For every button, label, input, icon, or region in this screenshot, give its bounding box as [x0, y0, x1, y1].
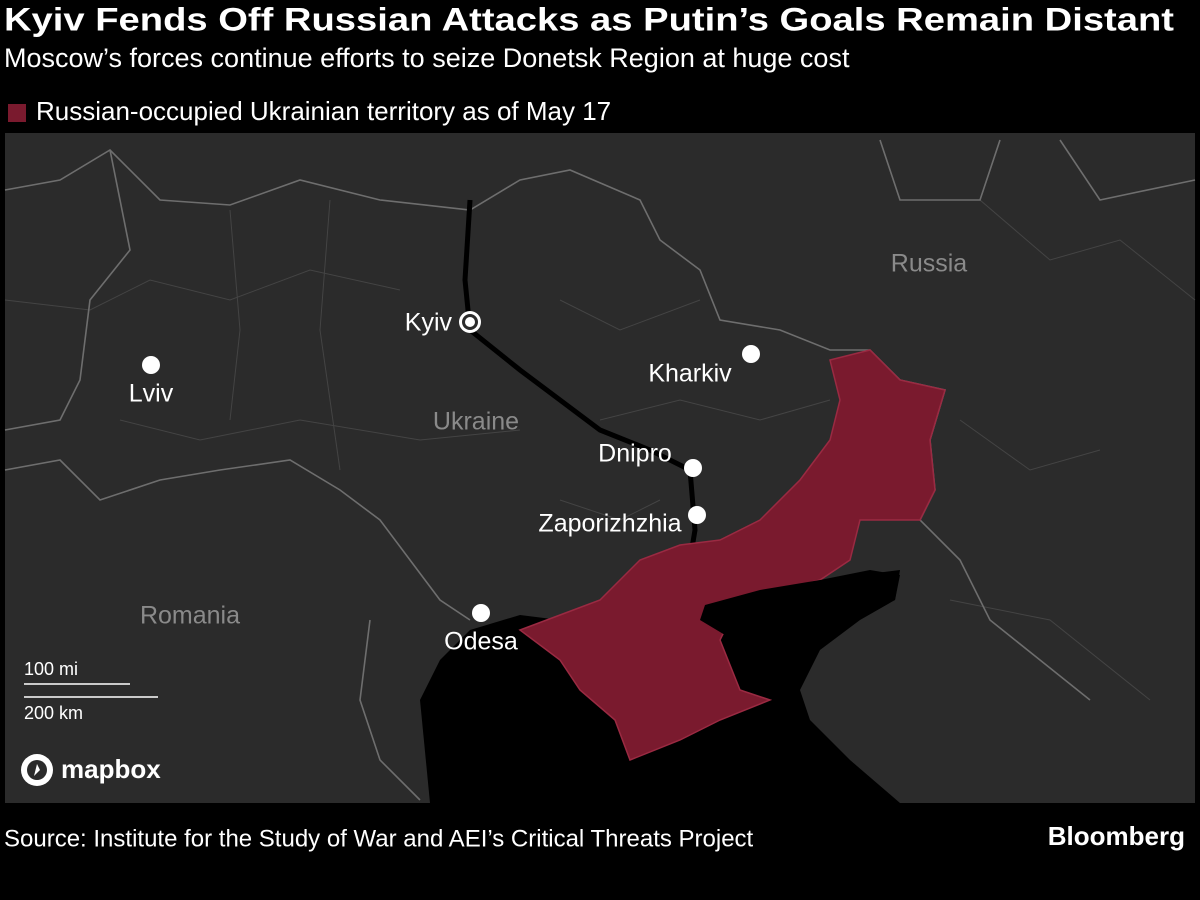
country-label: Russia	[891, 250, 968, 278]
dnipro-river	[462, 199, 698, 561]
city-marker	[472, 604, 490, 622]
city-label: Dnipro	[598, 440, 672, 468]
legend-swatch	[8, 104, 26, 122]
city-marker	[684, 459, 702, 477]
capital-marker	[465, 317, 475, 327]
subtitle: Moscow’s forces continue efforts to seiz…	[4, 43, 850, 73]
attribution[interactable]: mapbox	[61, 754, 161, 784]
source: Source: Institute for the Study of War a…	[4, 825, 754, 852]
ukraine-south-west-border	[4, 459, 471, 621]
city-label: Odesa	[444, 628, 518, 656]
legend-label: Russian-occupied Ukrainian territory as …	[36, 96, 611, 126]
city-label: Kharkiv	[648, 360, 732, 388]
country-label: Romania	[140, 602, 240, 630]
city-label: Kyiv	[405, 309, 453, 337]
title: Kyiv Fends Off Russian Attacks as Putin’…	[4, 1, 1174, 37]
region-borders	[4, 199, 1196, 701]
romania-border	[359, 619, 421, 801]
city-marker	[142, 356, 160, 374]
city-label: Lviv	[129, 380, 174, 408]
mapbox-logo	[34, 764, 40, 776]
map: Russia Ukraine Romania Kyiv Lviv Kharkiv…	[4, 133, 1196, 803]
brand: Bloomberg	[1048, 821, 1185, 851]
scale-label: 200 km	[24, 703, 83, 723]
city-label: Zaporizhzhia	[538, 510, 681, 538]
kyiv-marker	[459, 311, 481, 333]
occupied-territory	[518, 349, 946, 761]
country-label: Ukraine	[433, 408, 519, 436]
sea-of-azov	[700, 570, 900, 645]
city-marker	[688, 506, 706, 524]
russia-borders	[879, 139, 1196, 201]
scale-label: 100 mi	[24, 659, 78, 679]
city-marker	[742, 345, 760, 363]
western-border	[4, 149, 131, 431]
